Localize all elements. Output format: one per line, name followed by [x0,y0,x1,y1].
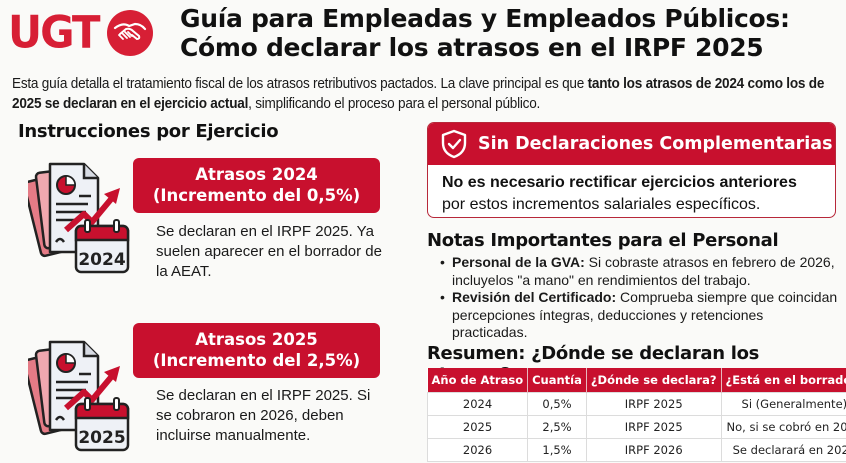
intro-text-2: , simplificando el proceso para el perso… [248,96,541,112]
cell-draft: No, si se cobró en 2026 [720,414,846,439]
notes-heading: Notas Importantes para el Personal [427,230,779,251]
document-calendar-growth-icon: 2024 [23,158,133,278]
note-text: Comprueba siempre que coincidan percepci… [452,289,838,340]
cell-where: IRPF 2025 [585,391,722,416]
note-label: Revisión del Certificado: [452,289,617,305]
notes-list: Personal de la GVA: Si cobraste atrasos … [440,254,840,342]
document-calendar-growth-icon: 2025 [23,336,133,456]
column-header: Año de Atraso [427,368,529,392]
atrasos-2024-banner: Atrasos 2024 (Incremento del 0,5%) [133,158,380,213]
cell-year: 2026 [426,437,529,462]
intro-bold: tanto los atrasos de 2024 como los de 20… [12,76,825,112]
cell-year: 2025 [426,414,529,439]
intro-text-1: Esta guía detalla el tratamiento fiscal … [12,76,588,92]
no-complementary-callout: Sin Declaraciones Complementarias No es … [427,122,836,218]
handshake-icon [106,10,153,56]
banner-subtitle: (Incremento del 2,5%) [152,351,361,370]
callout-body: No es necesario rectificar ejercicios an… [428,165,835,216]
note-text: Si cobraste atrasos en febrero de 2026, … [452,254,835,288]
atrasos-2024-description: Se declaran en el IRPF 2025. Ya suelen a… [156,223,382,280]
callout-header: Sin Declaraciones Complementarias [428,123,835,165]
table-row: 2026 1,5% IRPF 2026 Se declarará en 2027 [426,437,846,462]
banner-title: Atrasos 2024 [195,165,318,184]
title-line-2: Cómo declarar los atrasos en el IRPF 202… [180,33,764,62]
banner-title: Atrasos 2025 [195,330,318,349]
cell-amount: 2,5% [527,414,587,439]
callout-title: Sin Declaraciones Complementarias [478,134,833,154]
header: UGT Guía para Empleadas y Empleados Públ… [0,0,846,68]
instructions-heading: Instrucciones por Ejercicio [18,121,279,142]
calendar-year: 2024 [78,250,125,270]
calendar-year: 2025 [78,428,125,448]
cell-draft: Si (Generalmente) [720,391,846,416]
note-gva: Personal de la GVA: Si cobraste atrasos … [440,254,840,289]
cell-year: 2024 [426,391,529,416]
atrasos-2025-description: Se declaran en el IRPF 2025. Si se cobra… [156,387,371,444]
cell-draft: Se declarará en 2027 [720,437,846,462]
cell-where: IRPF 2026 [585,437,722,462]
table-header-row: Año de Atraso Cuantía ¿Dónde se declara?… [427,368,846,392]
logo-text: UGT [8,6,100,59]
intro-paragraph: Esta guía detalla el tratamiento fiscal … [12,74,842,114]
column-header: ¿Está en el borrador? [721,368,846,392]
note-label: Personal de la GVA: [452,254,585,270]
cell-amount: 0,5% [527,391,587,416]
banner-subtitle: (Incremento del 0,5%) [152,186,361,205]
summary-table: Año de Atraso Cuantía ¿Dónde se declara?… [426,368,846,462]
ugt-logo: UGT [8,6,153,60]
atrasos-2025-banner: Atrasos 2025 (Incremento del 2,5%) [133,323,380,378]
callout-text: por estos incrementos salariales específ… [442,196,761,213]
title-line-1: Guía para Empleadas y Empleados Públicos… [180,4,790,33]
note-certificado: Revisión del Certificado: Comprueba siem… [440,289,840,342]
column-header: ¿Dónde se declara? [586,368,722,392]
callout-bold: No es necesario rectificar ejercicios an… [442,174,797,191]
cell-where: IRPF 2025 [585,414,722,439]
column-header: Cuantía [527,368,587,392]
table-row: 2025 2,5% IRPF 2025 No, si se cobró en 2… [426,414,846,439]
page-title: Guía para Empleadas y Empleados Públicos… [180,4,790,62]
shield-check-icon [441,129,467,159]
cell-amount: 1,5% [527,437,587,462]
table-row: 2024 0,5% IRPF 2025 Si (Generalmente) [426,391,846,416]
